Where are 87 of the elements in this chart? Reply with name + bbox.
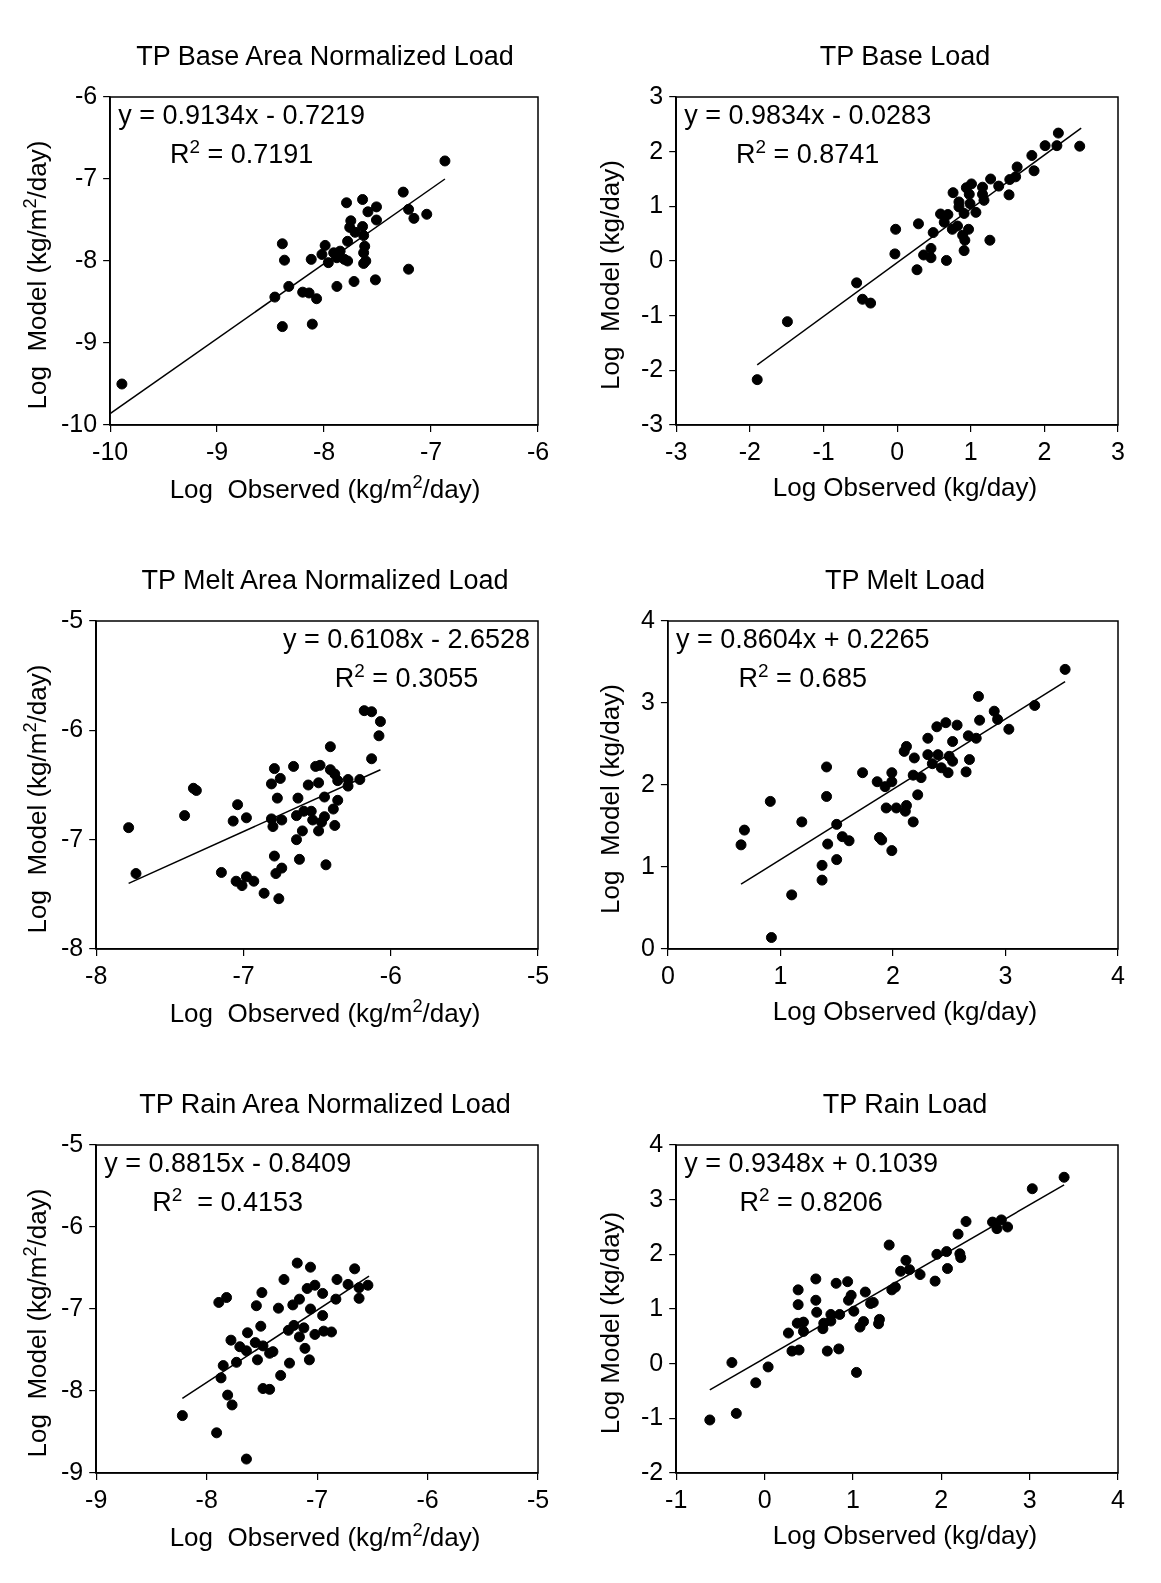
y-tick-label: -3 bbox=[640, 408, 664, 437]
y-tick-label: -9 bbox=[60, 1456, 84, 1485]
y-tick-label: -1 bbox=[640, 1402, 664, 1431]
x-tick-label: -6 bbox=[526, 436, 550, 465]
y-tick-label: 3 bbox=[641, 686, 655, 715]
y-tick-label: 3 bbox=[649, 80, 664, 109]
annotation: y = 0.9134x - 0.7219 bbox=[118, 100, 366, 130]
y-tick-label: 0 bbox=[649, 244, 664, 273]
y-tick-label: 4 bbox=[641, 604, 655, 633]
x-tick-label: 2 bbox=[886, 960, 900, 989]
y-axis-title: Log Model (kg/day) bbox=[594, 159, 626, 392]
y-tick-label: -7 bbox=[60, 823, 84, 852]
x-tick-label: 0 bbox=[757, 1484, 772, 1513]
x-tick-label: -10 bbox=[92, 436, 129, 465]
annotation: R$^{2}$ = 0.7191 bbox=[169, 136, 314, 169]
y-tick-label: 3 bbox=[649, 1183, 664, 1212]
y-axis-title: Log Model (kg/day) bbox=[594, 1210, 626, 1437]
y-tick-label: 4 bbox=[649, 1128, 664, 1157]
x-tick-label: 1 bbox=[773, 960, 788, 989]
x-tick-label: -6 bbox=[416, 1484, 439, 1513]
annotation: R$^{2}$ = 0.8741 bbox=[736, 136, 880, 169]
annotation: R$^{2}$ = 0.3055 bbox=[334, 660, 479, 693]
chart-title: TP Rain Load bbox=[821, 1088, 989, 1120]
y-tick-label: 2 bbox=[649, 135, 664, 164]
annotation: y = 0.6108x - 2.6528 bbox=[283, 624, 530, 654]
x-tick-label: 1 bbox=[845, 1484, 860, 1513]
x-tick-label: -5 bbox=[526, 1484, 550, 1513]
y-tick-label: -8 bbox=[60, 932, 84, 961]
annotation: R$^{2}$ = 0.685 bbox=[738, 660, 867, 693]
y-tick-label: 2 bbox=[649, 1238, 664, 1267]
x-tick-label: -9 bbox=[205, 436, 229, 465]
y-tick-label: -5 bbox=[60, 604, 84, 633]
x-axis-title: Log Observed (kg/m$^{2}$/day) bbox=[168, 472, 482, 505]
x-tick-label: -2 bbox=[738, 436, 761, 465]
x-axis-title: Log Observed (kg/m$^{2}$/day) bbox=[168, 1520, 482, 1553]
chart-title: TP Melt Load bbox=[823, 564, 987, 596]
chart-title: TP Base Load bbox=[818, 40, 992, 72]
x-tick-label: 2 bbox=[1037, 436, 1052, 465]
x-tick-label: -6 bbox=[379, 960, 402, 989]
x-tick-label: -8 bbox=[195, 1484, 218, 1513]
y-tick-label: -9 bbox=[74, 326, 98, 355]
y-tick-label: -5 bbox=[60, 1128, 84, 1157]
y-axis-title: Log Model (kg/day) bbox=[594, 683, 626, 916]
y-tick-label: -6 bbox=[74, 80, 98, 109]
y-tick-label: -1 bbox=[640, 299, 664, 328]
x-tick-label: 4 bbox=[1111, 960, 1126, 989]
y-tick-label: 0 bbox=[649, 1347, 664, 1376]
y-tick-label: -6 bbox=[60, 1210, 84, 1239]
x-axis-title: Log Observed (kg/m$^{2}$/day) bbox=[168, 996, 482, 1029]
x-axis-title: Log Observed (kg/day) bbox=[771, 996, 1039, 1027]
chart-title: TP Base Area Normalized Load bbox=[135, 40, 515, 72]
y-tick-label: -6 bbox=[60, 714, 84, 743]
y-tick-label: -8 bbox=[60, 1374, 84, 1403]
x-tick-label: 3 bbox=[998, 960, 1013, 989]
x-axis-title: Log Observed (kg/day) bbox=[771, 1520, 1039, 1551]
annotation: R$^{2}$ = 0.4153 bbox=[152, 1184, 304, 1217]
y-tick-label: 1 bbox=[649, 190, 664, 219]
annotation: y = 0.9834x - 0.0283 bbox=[684, 100, 932, 130]
y-tick-label: -8 bbox=[74, 244, 98, 273]
annotation: y = 0.8604x + 0.2265 bbox=[675, 624, 930, 654]
y-tick-label: -2 bbox=[640, 354, 664, 383]
y-tick-label: 1 bbox=[649, 1292, 664, 1321]
x-tick-label: -7 bbox=[419, 436, 443, 465]
x-tick-label: 2 bbox=[934, 1484, 949, 1513]
y-tick-label: 2 bbox=[641, 768, 655, 797]
annotation: y = 0.9348x + 0.1039 bbox=[684, 1148, 938, 1178]
chart-title: TP Rain Area Normalized Load bbox=[138, 1088, 512, 1120]
y-tick-label: -7 bbox=[60, 1292, 84, 1321]
x-tick-label: -8 bbox=[312, 436, 336, 465]
x-axis-title: Log Observed (kg/day) bbox=[771, 472, 1039, 503]
x-tick-label: 1 bbox=[963, 436, 978, 465]
x-tick-label: -7 bbox=[306, 1484, 329, 1513]
x-tick-label: -1 bbox=[812, 436, 835, 465]
annotation: R$^{2}$ = 0.8206 bbox=[739, 1184, 883, 1217]
x-tick-label: -5 bbox=[526, 960, 550, 989]
annotation: y = 0.8815x - 0.8409 bbox=[104, 1148, 352, 1178]
x-tick-label: -7 bbox=[232, 960, 255, 989]
x-tick-label: 3 bbox=[1022, 1484, 1037, 1513]
y-tick-label: -7 bbox=[74, 162, 98, 191]
x-tick-label: 3 bbox=[1111, 436, 1125, 465]
chart-title: TP Melt Area Normalized Load bbox=[140, 564, 510, 596]
y-tick-label: 1 bbox=[641, 850, 655, 879]
x-tick-label: 4 bbox=[1111, 1484, 1126, 1513]
x-tick-label: 0 bbox=[890, 436, 905, 465]
y-tick-label: 0 bbox=[641, 932, 655, 961]
y-tick-label: -2 bbox=[640, 1456, 664, 1485]
y-tick-label: -10 bbox=[60, 408, 98, 437]
